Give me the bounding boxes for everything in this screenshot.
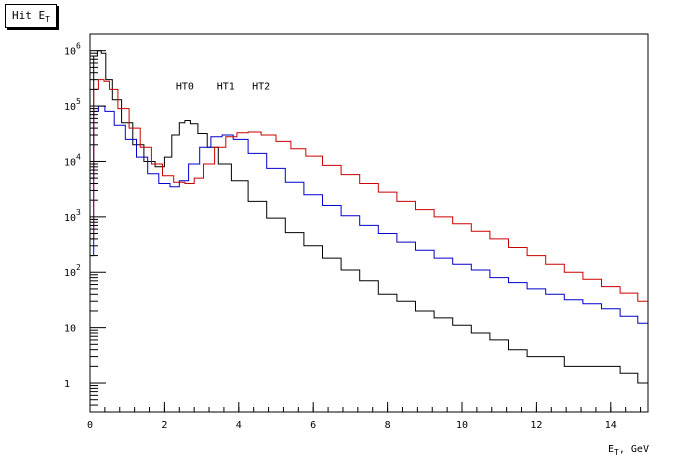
- annotation-label: HT1: [217, 81, 235, 92]
- x-tick-label: 2: [161, 420, 167, 431]
- y-tick-label: 106: [64, 42, 81, 58]
- annotation-label: HT0: [176, 81, 194, 92]
- x-tick-label: 12: [530, 420, 542, 431]
- x-tick-label: 4: [236, 420, 242, 431]
- y-tick-label: 103: [64, 208, 81, 224]
- y-tick-label: 102: [64, 263, 81, 279]
- annotation-label: HT2: [252, 81, 270, 92]
- plot-frame: [89, 33, 649, 413]
- x-tick-label: 14: [605, 420, 617, 431]
- histogram-title: Hit ET: [5, 4, 57, 28]
- x-axis-title: ET, GeV: [608, 444, 649, 457]
- x-tick-label: 0: [87, 420, 93, 431]
- title-text: Hit E: [12, 9, 46, 22]
- series-line-1: [90, 105, 648, 324]
- y-tick-label: 104: [64, 152, 81, 168]
- y-tick-label: 105: [64, 97, 81, 113]
- series-line-2: [90, 79, 648, 302]
- title-subscript: T: [45, 15, 50, 25]
- x-tick-label: 6: [310, 420, 316, 431]
- series-line-0: [90, 50, 648, 384]
- y-tick-label: 10: [64, 324, 76, 335]
- y-tick-label: 1: [64, 379, 70, 390]
- x-tick-label: 10: [456, 420, 468, 431]
- x-tick-label: 8: [385, 420, 391, 431]
